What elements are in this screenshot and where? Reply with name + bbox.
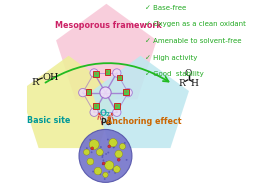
Circle shape [90, 108, 98, 116]
Circle shape [124, 142, 126, 144]
Bar [123, 89, 129, 94]
Bar [104, 69, 110, 75]
Circle shape [108, 145, 111, 148]
Circle shape [94, 167, 102, 175]
Circle shape [124, 88, 132, 97]
Circle shape [87, 90, 90, 93]
Circle shape [99, 154, 100, 156]
Circle shape [116, 105, 118, 107]
Circle shape [106, 166, 108, 168]
Circle shape [95, 105, 97, 107]
Text: ✓ Oxygen as a clean oxidant: ✓ Oxygen as a clean oxidant [145, 21, 246, 27]
Text: R: R [179, 79, 185, 88]
Circle shape [100, 146, 102, 148]
Text: OH: OH [43, 73, 59, 82]
Circle shape [106, 174, 108, 176]
Circle shape [98, 153, 100, 154]
Circle shape [102, 154, 104, 156]
Circle shape [89, 140, 99, 149]
Text: Pd: Pd [100, 118, 111, 127]
Text: ✓ High activity: ✓ High activity [145, 55, 198, 61]
Circle shape [114, 141, 116, 143]
Circle shape [87, 158, 94, 165]
Circle shape [113, 69, 121, 77]
Circle shape [107, 152, 109, 153]
Text: Mesoporous framework: Mesoporous framework [55, 21, 162, 30]
Circle shape [79, 88, 87, 97]
Circle shape [98, 150, 100, 152]
Bar [93, 103, 99, 109]
Text: O: O [185, 69, 192, 78]
Circle shape [114, 172, 116, 174]
Circle shape [102, 156, 103, 158]
Bar [114, 103, 120, 109]
Circle shape [114, 166, 120, 173]
Circle shape [108, 171, 110, 173]
Circle shape [118, 76, 121, 79]
Circle shape [92, 171, 94, 173]
Circle shape [96, 149, 103, 156]
Text: H: H [190, 79, 198, 88]
Circle shape [91, 151, 93, 153]
Circle shape [106, 70, 109, 73]
Text: R: R [32, 78, 39, 87]
Polygon shape [92, 56, 189, 148]
Circle shape [125, 90, 128, 93]
Bar [86, 89, 91, 94]
Circle shape [113, 146, 115, 148]
Text: ✓ Good  stability: ✓ Good stability [145, 71, 204, 77]
Circle shape [106, 161, 108, 163]
Circle shape [105, 153, 107, 155]
Circle shape [89, 139, 91, 141]
Text: Anchoring effect: Anchoring effect [106, 117, 182, 126]
Circle shape [112, 169, 114, 171]
Circle shape [103, 172, 108, 177]
Circle shape [91, 147, 94, 150]
Polygon shape [56, 4, 157, 100]
Circle shape [95, 72, 97, 75]
Polygon shape [20, 56, 117, 148]
Circle shape [102, 162, 105, 165]
Bar [117, 75, 122, 80]
Text: Basic site: Basic site [27, 116, 70, 125]
Circle shape [104, 178, 106, 180]
Circle shape [117, 158, 120, 161]
Circle shape [102, 163, 104, 165]
Circle shape [113, 146, 115, 148]
Circle shape [84, 149, 90, 155]
Text: ✓ Amenable to solvent-free: ✓ Amenable to solvent-free [145, 38, 242, 44]
Circle shape [109, 139, 117, 147]
Circle shape [105, 165, 107, 167]
Circle shape [90, 69, 98, 77]
Circle shape [99, 173, 101, 175]
Text: ✓ Base-free: ✓ Base-free [145, 5, 186, 11]
Circle shape [115, 168, 117, 170]
Circle shape [105, 161, 114, 170]
Circle shape [107, 139, 109, 140]
FancyArrowPatch shape [45, 63, 169, 83]
Circle shape [126, 159, 128, 161]
Circle shape [79, 129, 132, 182]
Circle shape [120, 143, 126, 149]
Circle shape [100, 87, 111, 98]
Bar [93, 71, 99, 77]
Circle shape [113, 108, 121, 116]
Text: O₂: O₂ [99, 109, 110, 118]
Circle shape [86, 147, 88, 149]
Circle shape [103, 160, 104, 161]
Circle shape [115, 150, 122, 158]
